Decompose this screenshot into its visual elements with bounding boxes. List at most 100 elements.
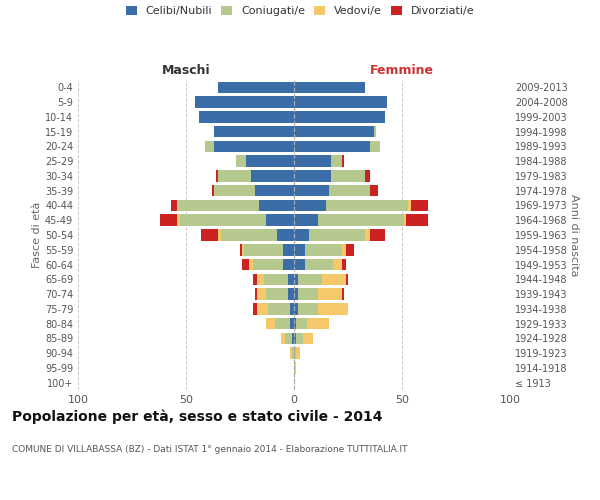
Bar	[268, 303, 290, 314]
Bar	[255, 288, 257, 300]
Bar	[365, 170, 370, 181]
Bar	[248, 259, 253, 270]
Bar	[294, 111, 385, 122]
Bar	[370, 185, 378, 196]
Bar	[240, 244, 242, 256]
Bar	[294, 303, 298, 314]
Bar	[287, 274, 294, 285]
Bar	[264, 274, 287, 285]
Bar	[290, 348, 292, 359]
Bar	[294, 82, 365, 93]
Bar	[253, 259, 283, 270]
Bar	[179, 214, 266, 226]
Bar	[218, 170, 251, 181]
Bar	[309, 229, 365, 241]
Bar	[253, 303, 257, 314]
Bar	[199, 111, 294, 122]
Bar	[194, 96, 294, 108]
Bar	[406, 214, 428, 226]
Bar	[257, 274, 264, 285]
Bar	[294, 259, 305, 270]
Bar	[294, 318, 296, 330]
Bar	[296, 332, 302, 344]
Bar	[214, 185, 255, 196]
Bar	[218, 229, 221, 241]
Bar	[346, 244, 355, 256]
Bar	[294, 185, 329, 196]
Bar	[275, 318, 290, 330]
Bar	[294, 140, 370, 152]
Bar	[318, 214, 404, 226]
Bar	[292, 332, 294, 344]
Legend: Celibi/Nubili, Coniugati/e, Vedovi/e, Divorziati/e: Celibi/Nubili, Coniugati/e, Vedovi/e, Di…	[125, 6, 475, 16]
Bar	[302, 332, 313, 344]
Bar	[331, 170, 365, 181]
Bar	[294, 126, 374, 138]
Bar	[253, 274, 257, 285]
Bar	[286, 332, 292, 344]
Bar	[341, 259, 346, 270]
Bar	[341, 288, 344, 300]
Y-axis label: Fasce di età: Fasce di età	[32, 202, 42, 268]
Bar	[305, 259, 333, 270]
Bar	[283, 259, 294, 270]
Bar	[329, 185, 370, 196]
Bar	[242, 259, 248, 270]
Bar	[259, 200, 294, 211]
Bar	[221, 229, 277, 241]
Bar	[307, 318, 329, 330]
Bar	[341, 156, 344, 167]
Bar	[296, 348, 301, 359]
Bar	[292, 348, 294, 359]
Bar	[298, 274, 322, 285]
Bar	[171, 200, 178, 211]
Bar	[305, 244, 341, 256]
Bar	[294, 200, 326, 211]
Bar	[178, 200, 259, 211]
Text: Maschi: Maschi	[161, 64, 211, 78]
Bar	[201, 229, 218, 241]
Bar	[404, 214, 406, 226]
Bar	[370, 140, 380, 152]
Bar	[247, 156, 294, 167]
Text: COMUNE DI VILLABASSA (BZ) - Dati ISTAT 1° gennaio 2014 - Elaborazione TUTTITALIA: COMUNE DI VILLABASSA (BZ) - Dati ISTAT 1…	[12, 445, 407, 454]
Bar	[294, 288, 298, 300]
Bar	[341, 244, 346, 256]
Bar	[318, 303, 348, 314]
Bar	[281, 332, 286, 344]
Bar	[294, 229, 309, 241]
Bar	[298, 288, 318, 300]
Bar	[294, 332, 296, 344]
Bar	[251, 170, 294, 181]
Bar	[294, 214, 318, 226]
Bar	[290, 303, 294, 314]
Bar	[326, 200, 409, 211]
Text: Femmine: Femmine	[370, 64, 434, 78]
Bar	[242, 244, 244, 256]
Bar	[290, 318, 294, 330]
Bar	[266, 214, 294, 226]
Bar	[294, 96, 387, 108]
Bar	[333, 259, 341, 270]
Bar	[205, 140, 214, 152]
Bar	[257, 288, 266, 300]
Bar	[294, 348, 296, 359]
Bar	[318, 288, 341, 300]
Bar	[346, 274, 348, 285]
Bar	[212, 185, 214, 196]
Bar	[294, 274, 298, 285]
Bar	[283, 244, 294, 256]
Bar	[266, 318, 275, 330]
Bar	[365, 229, 370, 241]
Bar	[160, 214, 178, 226]
Bar	[294, 170, 331, 181]
Y-axis label: Anni di nascita: Anni di nascita	[569, 194, 579, 276]
Bar	[236, 156, 247, 167]
Bar	[266, 288, 287, 300]
Bar	[294, 244, 305, 256]
Bar	[214, 140, 294, 152]
Bar	[331, 156, 341, 167]
Bar	[294, 362, 296, 374]
Bar	[244, 244, 283, 256]
Bar	[322, 274, 346, 285]
